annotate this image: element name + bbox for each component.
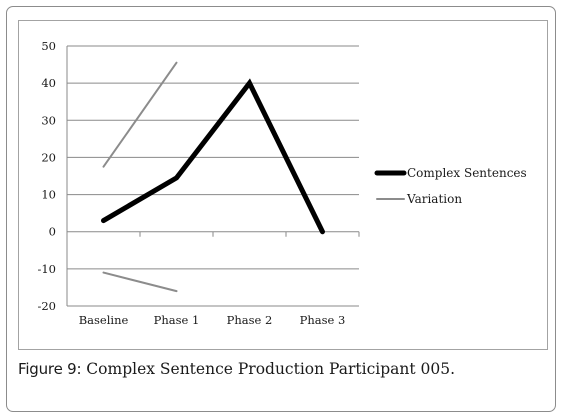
x-tick-label-baseline: Baseline [79,313,129,327]
figure-caption: Figure 9: Complex Sentence Production Pa… [18,360,455,378]
series-line-variation-2 [102,271,178,293]
y-tick-label: -20 [37,299,56,313]
y-tick-label: 50 [41,39,56,53]
x-tick-label-phase-3: Phase 3 [300,313,346,327]
y-tick-label: 10 [41,188,56,202]
y-tick-label: 0 [49,225,56,239]
y-tick-label: 40 [41,76,56,90]
y-tick-label: 30 [41,113,56,127]
figure-caption-label: Figure 9: [18,360,82,378]
figure-caption-text: Complex Sentence Production Participant … [81,360,456,378]
chart-container: 50 40 30 20 10 0 -10 -20 Baseline Phase 1 Phase 2 P… [18,20,548,350]
y-tick-label: -10 [37,262,56,276]
y-tick-label: 20 [41,150,56,164]
x-tick-label-phase-2: Phase 2 [227,313,273,327]
series-line-variation-1 [102,61,178,168]
legend-label-variation: Variation [406,192,462,206]
legend-label-complex-sentences: Complex Sentences [407,166,527,180]
series-line-complex-sentences [101,78,325,235]
x-tick-label-phase-1: Phase 1 [154,313,200,327]
line-chart: 50 40 30 20 10 0 -10 -20 Baseline Phase 1 Phase 2 P… [37,39,527,327]
